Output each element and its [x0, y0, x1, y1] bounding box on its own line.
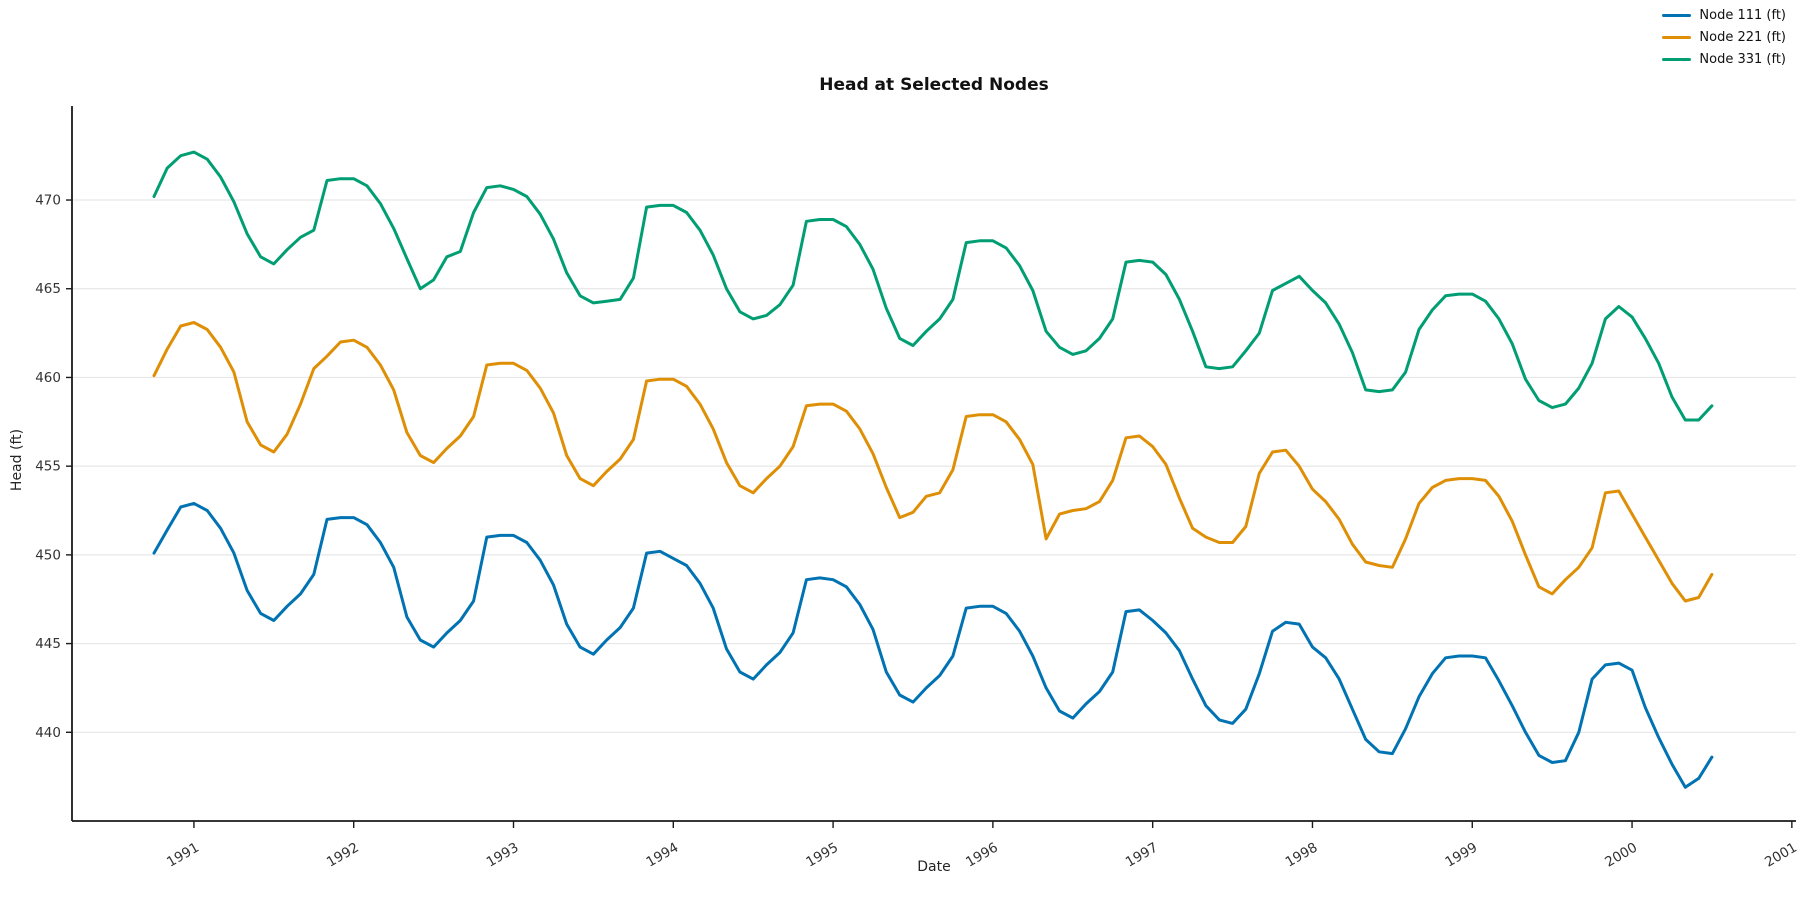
y-tick-label-470: 470: [35, 193, 61, 209]
legend-line-swatch-node-111: [1662, 14, 1692, 17]
legend-label: Node 331 (ft): [1699, 52, 1786, 67]
x-axis-label: Date: [917, 859, 951, 875]
y-tick-label-460: 460: [35, 370, 61, 386]
series-line-node-331-ft: [152, 150, 1714, 422]
legend: Node 111 (ft) Node 221 (ft) Node 331 (ft…: [1662, 7, 1786, 68]
series-line-node-221-ft: [152, 321, 1714, 603]
y-tick-label-450: 450: [35, 547, 61, 563]
legend-item-node-221: Node 221 (ft): [1662, 29, 1786, 46]
y-tick-label-465: 465: [35, 281, 61, 297]
legend-label: Node 221 (ft): [1699, 30, 1786, 45]
legend-item-node-111: Node 111 (ft): [1662, 7, 1786, 24]
legend-label: Node 111 (ft): [1699, 8, 1786, 23]
legend-item-node-331: Node 331 (ft): [1662, 51, 1786, 68]
series-line-node-111-ft: [152, 501, 1714, 789]
chart-title: Head at Selected Nodes: [819, 75, 1049, 95]
y-tick-label-445: 445: [35, 636, 61, 652]
y-tick-label-455: 455: [35, 459, 61, 475]
y-axis-label: Head (ft): [9, 428, 25, 492]
legend-line-swatch-node-221: [1662, 36, 1692, 39]
y-tick-label-440: 440: [35, 725, 61, 741]
legend-line-swatch-node-331: [1662, 58, 1692, 61]
